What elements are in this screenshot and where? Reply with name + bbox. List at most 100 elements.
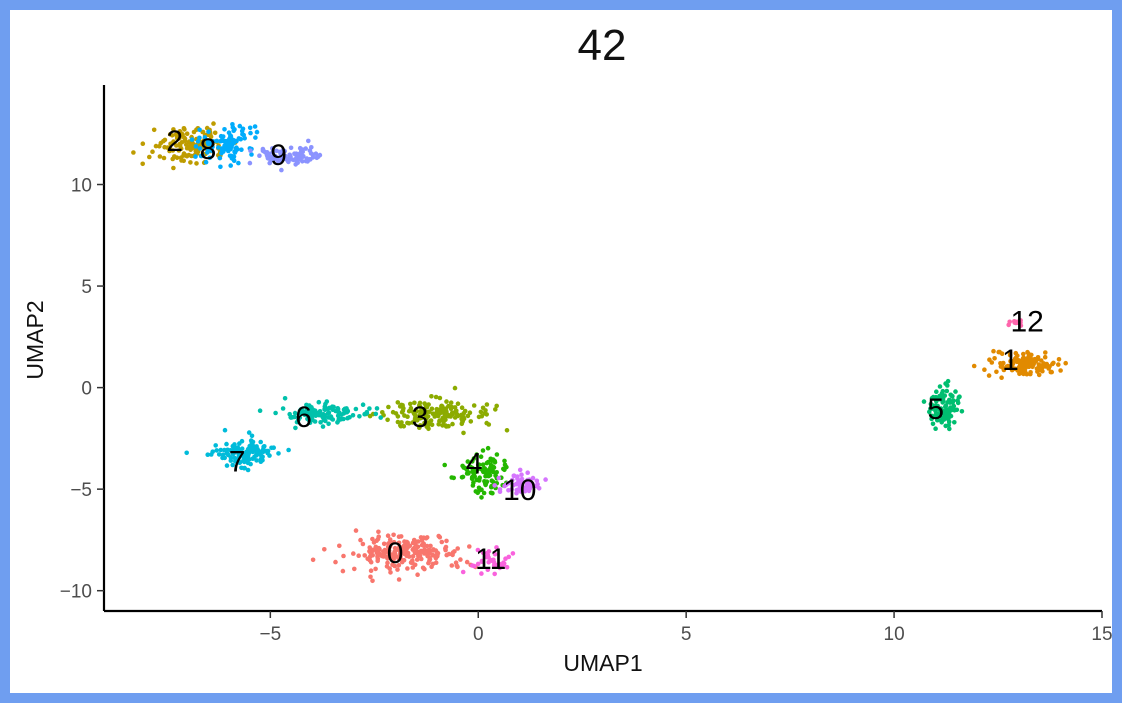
data-point bbox=[324, 399, 330, 404]
data-point bbox=[401, 549, 407, 555]
data-point bbox=[940, 400, 945, 405]
data-point bbox=[506, 554, 512, 560]
data-point bbox=[444, 552, 450, 558]
data-point bbox=[444, 424, 449, 429]
x-tick-label: 10 bbox=[884, 624, 905, 645]
data-point bbox=[481, 490, 487, 496]
data-point bbox=[1022, 369, 1028, 375]
data-point bbox=[479, 559, 485, 564]
data-point bbox=[474, 452, 480, 457]
data-point bbox=[162, 137, 168, 143]
data-point bbox=[261, 444, 266, 450]
data-point bbox=[478, 454, 484, 460]
data-point bbox=[518, 489, 523, 494]
data-point bbox=[193, 154, 198, 159]
data-point bbox=[464, 559, 470, 565]
data-point bbox=[492, 571, 498, 577]
data-point bbox=[935, 417, 941, 423]
data-point bbox=[459, 405, 465, 411]
data-point bbox=[946, 419, 952, 425]
data-point bbox=[429, 422, 435, 428]
data-point bbox=[999, 362, 1005, 368]
data-point bbox=[391, 539, 397, 545]
data-point bbox=[367, 406, 372, 411]
data-point bbox=[418, 535, 424, 540]
data-point bbox=[140, 141, 146, 146]
data-point bbox=[417, 402, 422, 408]
data-point bbox=[398, 423, 404, 429]
data-point bbox=[1025, 360, 1031, 366]
cluster-3-points bbox=[363, 385, 510, 436]
data-point bbox=[273, 410, 278, 416]
data-point bbox=[492, 551, 498, 557]
data-point bbox=[930, 421, 936, 427]
cluster-10-points bbox=[492, 467, 548, 496]
data-point bbox=[222, 127, 227, 132]
data-point bbox=[292, 151, 297, 156]
data-point bbox=[395, 400, 401, 405]
data-point bbox=[1042, 354, 1048, 360]
data-point bbox=[193, 144, 199, 149]
data-point bbox=[235, 147, 240, 152]
data-point bbox=[360, 402, 366, 408]
data-point bbox=[501, 562, 507, 567]
cluster-label-9: 9 bbox=[270, 139, 287, 172]
data-point bbox=[439, 539, 445, 545]
data-point bbox=[461, 465, 467, 470]
data-point bbox=[236, 160, 241, 166]
data-point bbox=[462, 408, 468, 414]
data-point bbox=[245, 467, 251, 473]
data-point bbox=[422, 420, 427, 426]
data-point bbox=[280, 149, 286, 154]
data-point bbox=[357, 414, 362, 419]
data-point bbox=[421, 543, 426, 548]
data-point bbox=[494, 403, 500, 409]
data-point bbox=[377, 546, 382, 552]
data-point bbox=[476, 485, 482, 491]
data-point bbox=[472, 563, 477, 569]
data-point bbox=[252, 124, 258, 129]
data-point bbox=[992, 356, 997, 361]
data-point bbox=[167, 145, 173, 150]
data-point bbox=[288, 415, 294, 420]
data-point bbox=[410, 554, 416, 559]
data-point bbox=[253, 135, 258, 140]
data-point bbox=[1017, 371, 1022, 377]
data-point bbox=[202, 135, 208, 140]
data-point bbox=[1007, 319, 1012, 325]
data-point bbox=[225, 451, 230, 457]
data-point bbox=[322, 547, 327, 552]
data-point bbox=[1028, 371, 1033, 377]
data-point bbox=[210, 144, 215, 150]
data-point bbox=[450, 552, 455, 558]
data-point bbox=[1029, 360, 1035, 366]
data-point bbox=[530, 475, 536, 481]
data-point bbox=[480, 448, 486, 453]
data-point bbox=[458, 557, 463, 562]
data-point bbox=[367, 548, 372, 554]
data-point bbox=[1001, 367, 1007, 373]
data-point bbox=[373, 566, 378, 572]
data-point bbox=[222, 427, 228, 433]
data-point bbox=[360, 541, 366, 547]
data-point bbox=[182, 127, 187, 132]
data-point bbox=[492, 483, 498, 488]
data-point bbox=[470, 459, 475, 464]
data-point bbox=[292, 410, 298, 416]
data-point bbox=[350, 413, 356, 418]
data-point bbox=[358, 537, 363, 543]
data-point bbox=[353, 528, 359, 533]
data-point bbox=[368, 574, 373, 580]
data-point bbox=[341, 416, 346, 422]
data-point bbox=[525, 470, 530, 476]
data-point bbox=[494, 452, 500, 457]
data-point bbox=[417, 553, 423, 559]
data-point bbox=[999, 351, 1005, 357]
data-point bbox=[297, 145, 303, 151]
data-point bbox=[288, 154, 293, 159]
data-point bbox=[460, 474, 466, 480]
data-point bbox=[367, 554, 373, 559]
cluster-label-8: 8 bbox=[200, 133, 217, 166]
data-point bbox=[391, 532, 396, 538]
data-point bbox=[455, 546, 461, 551]
